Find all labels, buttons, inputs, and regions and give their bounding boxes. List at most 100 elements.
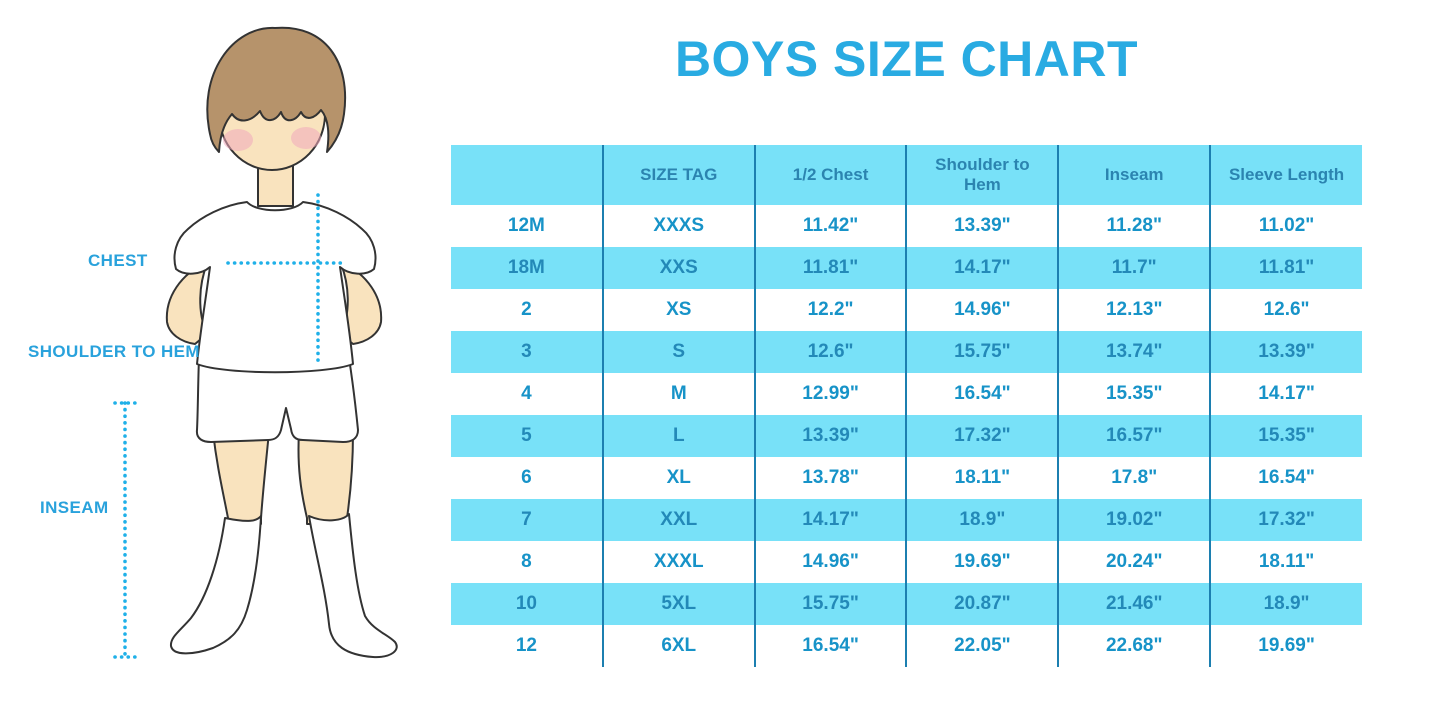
cell-sleeve-length: 11.02" <box>1209 205 1362 247</box>
cell-sleeve-length: 18.9" <box>1209 583 1362 625</box>
cell-size-tag: XXXS <box>601 205 755 247</box>
boy-sock-right <box>308 513 398 659</box>
cell-inseam: 15.35" <box>1057 373 1211 415</box>
cell-inseam: 21.46" <box>1057 583 1211 625</box>
cell-size: 6 <box>451 457 603 499</box>
cell-size: 10 <box>451 583 603 625</box>
table-row: 4 M 12.99" 16.54" 15.35" 14.17" <box>451 373 1362 415</box>
inseam-measure-line <box>113 401 143 659</box>
shoulder-to-hem-label: SHOULDER TO HEM <box>28 342 200 361</box>
table-row: 5 L 13.39" 17.32" 16.57" 15.35" <box>451 415 1362 457</box>
cell-size-tag: XXL <box>601 499 755 541</box>
header-shoulder-to-hem-label: Shoulder to Hem <box>935 154 1030 194</box>
cell-half-chest: 14.96" <box>753 541 907 583</box>
header-size-tag-label: SIZE TAG <box>640 164 718 184</box>
cell-size-tag: L <box>601 415 755 457</box>
table-row: 12 6XL 16.54" 22.05" 22.68" 19.69" <box>451 625 1362 667</box>
boy-shirt <box>173 201 377 374</box>
cell-sleeve-length: 14.17" <box>1209 373 1362 415</box>
cell-half-chest: 13.78" <box>753 457 907 499</box>
cell-size-tag: XXXL <box>601 541 755 583</box>
boy-leg-left <box>212 431 270 525</box>
cell-inseam: 17.8" <box>1057 457 1211 499</box>
boy-cheek-left <box>223 129 253 151</box>
boy-sock-left <box>169 515 262 655</box>
cell-sleeve-length: 13.39" <box>1209 331 1362 373</box>
table-row: 10 5XL 15.75" 20.87" 21.46" 18.9" <box>451 583 1362 625</box>
cell-shoulder-to-hem: 20.87" <box>905 583 1059 625</box>
header-shoulder-to-hem: Shoulder to Hem <box>905 145 1059 205</box>
cell-size-tag: XS <box>601 289 755 331</box>
cell-half-chest: 14.17" <box>753 499 907 541</box>
page-title: BOYS SIZE CHART <box>674 31 1139 87</box>
cell-size: 7 <box>451 499 603 541</box>
cell-sleeve-length: 19.69" <box>1209 625 1362 667</box>
cell-half-chest: 13.39" <box>753 415 907 457</box>
header-size-tag: SIZE TAG <box>601 145 755 205</box>
cell-size: 4 <box>451 373 603 415</box>
cell-shoulder-to-hem: 18.11" <box>905 457 1059 499</box>
size-table-head: SIZE TAG 1/2 Chest Shoulder to Hem Insea… <box>451 145 1362 205</box>
table-row: 7 XXL 14.17" 18.9" 19.02" 17.32" <box>451 499 1362 541</box>
boy-cheek-right <box>291 127 321 149</box>
header-row: SIZE TAG 1/2 Chest Shoulder to Hem Insea… <box>451 145 1362 205</box>
table-row: 8 XXXL 14.96" 19.69" 20.24" 18.11" <box>451 541 1362 583</box>
cell-sleeve-length: 17.32" <box>1209 499 1362 541</box>
table-row: 3 S 12.6" 15.75" 13.74" 13.39" <box>451 331 1362 373</box>
cell-shoulder-to-hem: 19.69" <box>905 541 1059 583</box>
header-sleeve-length: Sleeve Length <box>1209 145 1362 205</box>
cell-half-chest: 16.54" <box>753 625 907 667</box>
cell-shoulder-to-hem: 14.96" <box>905 289 1059 331</box>
cell-shoulder-to-hem: 16.54" <box>905 373 1059 415</box>
header-size <box>451 145 603 205</box>
cell-sleeve-length: 11.81" <box>1209 247 1362 289</box>
boy-arm-left <box>165 261 208 345</box>
inseam-label: INSEAM <box>40 498 109 517</box>
header-sleeve-length-label: Sleeve Length <box>1228 164 1345 184</box>
cell-shoulder-to-hem: 22.05" <box>905 625 1059 667</box>
table-row: 2 XS 12.2" 14.96" 12.13" 12.6" <box>451 289 1362 331</box>
header-inseam-label: Inseam <box>1104 164 1164 184</box>
cell-size-tag: S <box>601 331 755 373</box>
boy-hair <box>206 26 347 153</box>
cell-size-tag: 5XL <box>601 583 755 625</box>
size-table-body: 12M XXXS 11.42" 13.39" 11.28" 11.02" 18M XXS 11.… <box>451 205 1362 667</box>
cell-half-chest: 11.42" <box>753 205 907 247</box>
cell-shoulder-to-hem: 14.17" <box>905 247 1059 289</box>
cell-size-tag: 6XL <box>601 625 755 667</box>
cell-half-chest: 12.2" <box>753 289 907 331</box>
size-chart-table: SIZE TAG 1/2 Chest Shoulder to Hem Insea… <box>451 145 1362 667</box>
boy-arm-right <box>340 261 383 345</box>
cell-sleeve-length: 16.54" <box>1209 457 1362 499</box>
cell-sleeve-length: 18.11" <box>1209 541 1362 583</box>
cell-size: 12M <box>451 205 603 247</box>
cell-size: 2 <box>451 289 603 331</box>
cell-size: 5 <box>451 415 603 457</box>
cell-inseam: 20.24" <box>1057 541 1211 583</box>
cell-size: 12 <box>451 625 603 667</box>
header-half-chest-label: 1/2 Chest <box>792 164 869 184</box>
cell-inseam: 22.68" <box>1057 625 1211 667</box>
cell-shoulder-to-hem: 18.9" <box>905 499 1059 541</box>
cell-size: 8 <box>451 541 603 583</box>
header-inseam: Inseam <box>1057 145 1211 205</box>
boy-illustration <box>113 26 398 659</box>
cell-inseam: 19.02" <box>1057 499 1211 541</box>
cell-size-tag: XXS <box>601 247 755 289</box>
cell-inseam: 16.57" <box>1057 415 1211 457</box>
cell-inseam: 12.13" <box>1057 289 1211 331</box>
table-row: 6 XL 13.78" 18.11" 17.8" 16.54" <box>451 457 1362 499</box>
cell-size: 3 <box>451 331 603 373</box>
header-half-chest: 1/2 Chest <box>753 145 907 205</box>
cell-inseam: 13.74" <box>1057 331 1211 373</box>
cell-inseam: 11.7" <box>1057 247 1211 289</box>
cell-size-tag: XL <box>601 457 755 499</box>
cell-size-tag: M <box>601 373 755 415</box>
table-row: 18M XXS 11.81" 14.17" 11.7" 11.81" <box>451 247 1362 289</box>
cell-inseam: 11.28" <box>1057 205 1211 247</box>
cell-half-chest: 12.99" <box>753 373 907 415</box>
boy-shorts <box>195 357 359 443</box>
cell-shoulder-to-hem: 17.32" <box>905 415 1059 457</box>
cell-sleeve-length: 12.6" <box>1209 289 1362 331</box>
